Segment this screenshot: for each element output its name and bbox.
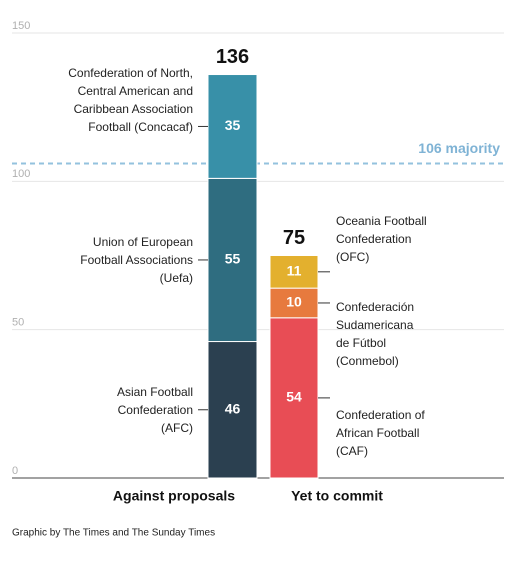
total-label: 75: [283, 227, 305, 249]
segment-label: 11: [287, 263, 302, 279]
bar-segment: [269, 255, 319, 289]
bar-segment: [207, 341, 258, 479]
y-tick-label: 50: [12, 317, 24, 329]
series-label: Oceania Football Confederation (OFC): [336, 213, 427, 264]
majority-label: 106 majority: [418, 140, 500, 156]
segment-label: 46: [225, 400, 241, 416]
segment-label: 54: [286, 389, 302, 405]
series-label: Confederación Sudamericana de Fútbol (Co…: [336, 299, 415, 368]
y-tick-label: 100: [12, 168, 30, 180]
series-label: Asian Football Confederation (AFC): [116, 384, 193, 435]
segment-label: 35: [225, 117, 241, 133]
bar-segment: [207, 74, 258, 179]
series-label: Union of European Football Associations …: [80, 234, 193, 285]
x-tick-label: Yet to commit: [291, 488, 383, 504]
series-label: Confederation of African Football (CAF): [336, 407, 425, 458]
x-tick-label: Against proposals: [113, 488, 235, 504]
segment-label: 55: [225, 251, 241, 267]
series-label: Confederation of North, Central American…: [68, 66, 193, 135]
total-label: 136: [216, 46, 249, 68]
source: Graphic by The Times and The Sunday Time…: [12, 528, 215, 539]
y-tick-label: 150: [12, 20, 30, 32]
segment-label: 10: [286, 294, 302, 310]
y-tick-label: 0: [12, 465, 18, 477]
